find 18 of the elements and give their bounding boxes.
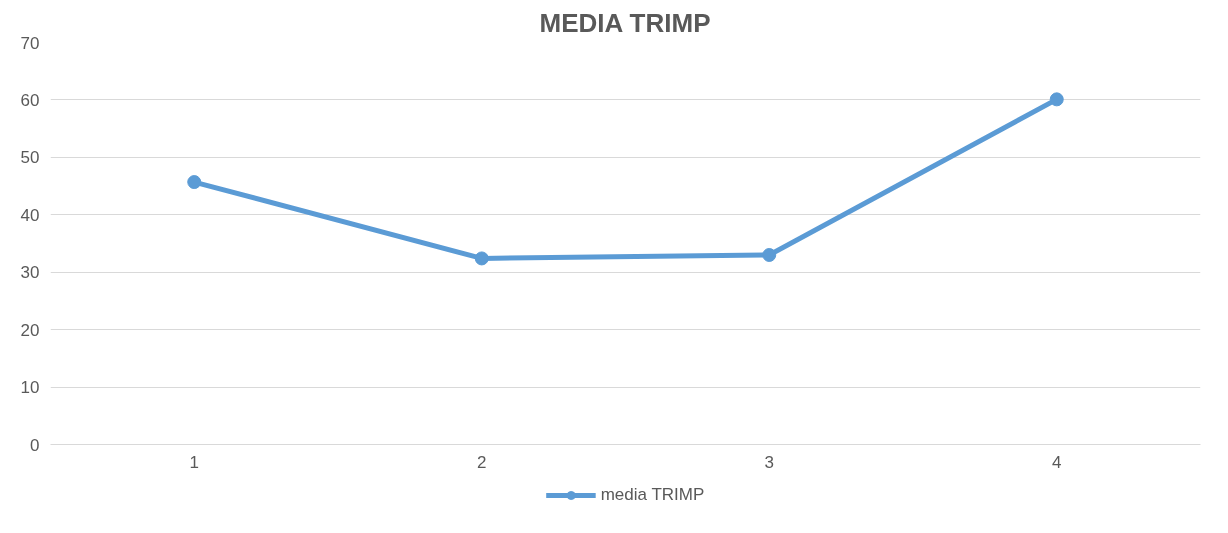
point	[474, 251, 489, 266]
y-tick-label: 50	[20, 148, 40, 168]
point	[187, 175, 202, 190]
y-tick-label: 40	[20, 205, 40, 225]
x-tick-label: 2	[477, 452, 487, 472]
y-tick-label: 30	[20, 263, 40, 283]
y-tick-label: 20	[20, 320, 40, 340]
legend-label: media TRIMP	[600, 485, 705, 505]
chart-title: MEDIA TRIMP	[539, 7, 711, 38]
x-tick-label: 3	[764, 452, 774, 472]
y-tick-label: 60	[20, 90, 40, 110]
y-tick-label: 70	[20, 33, 40, 53]
x-tick-label: 4	[1052, 452, 1062, 472]
point	[1049, 92, 1064, 107]
x-tick-label: 1	[189, 452, 199, 472]
y-tick-label: 0	[30, 435, 40, 455]
y-tick-label: 10	[20, 378, 40, 398]
point	[762, 248, 777, 262]
